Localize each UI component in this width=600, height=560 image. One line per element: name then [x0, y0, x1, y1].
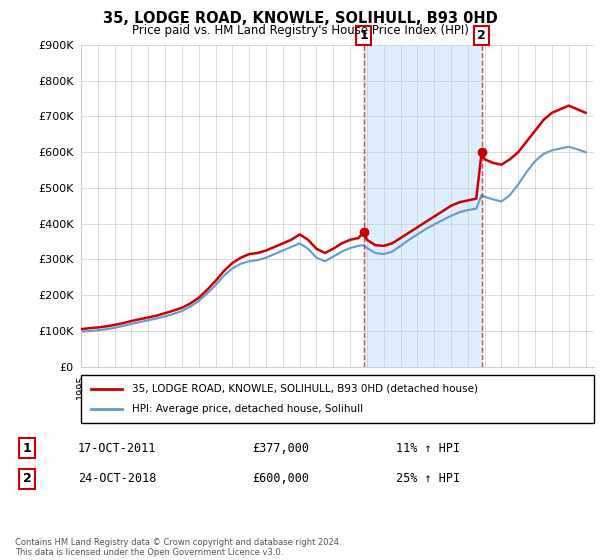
Text: £377,000: £377,000 — [252, 441, 309, 455]
Text: 1: 1 — [359, 29, 368, 42]
Bar — [364, 45, 482, 367]
Text: 35, LODGE ROAD, KNOWLE, SOLIHULL, B93 0HD (detached house): 35, LODGE ROAD, KNOWLE, SOLIHULL, B93 0H… — [133, 384, 478, 394]
Text: 24-OCT-2018: 24-OCT-2018 — [78, 472, 157, 486]
Text: 2: 2 — [23, 472, 31, 486]
Text: 35, LODGE ROAD, KNOWLE, SOLIHULL, B93 0HD: 35, LODGE ROAD, KNOWLE, SOLIHULL, B93 0H… — [103, 11, 497, 26]
Text: 25% ↑ HPI: 25% ↑ HPI — [396, 472, 460, 486]
Text: 1: 1 — [23, 441, 31, 455]
Text: 17-OCT-2011: 17-OCT-2011 — [78, 441, 157, 455]
Text: 2: 2 — [477, 29, 486, 42]
Text: Price paid vs. HM Land Registry's House Price Index (HPI): Price paid vs. HM Land Registry's House … — [131, 24, 469, 36]
Text: £600,000: £600,000 — [252, 472, 309, 486]
Text: 11% ↑ HPI: 11% ↑ HPI — [396, 441, 460, 455]
FancyBboxPatch shape — [81, 375, 594, 423]
Text: Contains HM Land Registry data © Crown copyright and database right 2024.
This d: Contains HM Land Registry data © Crown c… — [15, 538, 341, 557]
Text: HPI: Average price, detached house, Solihull: HPI: Average price, detached house, Soli… — [133, 404, 364, 414]
